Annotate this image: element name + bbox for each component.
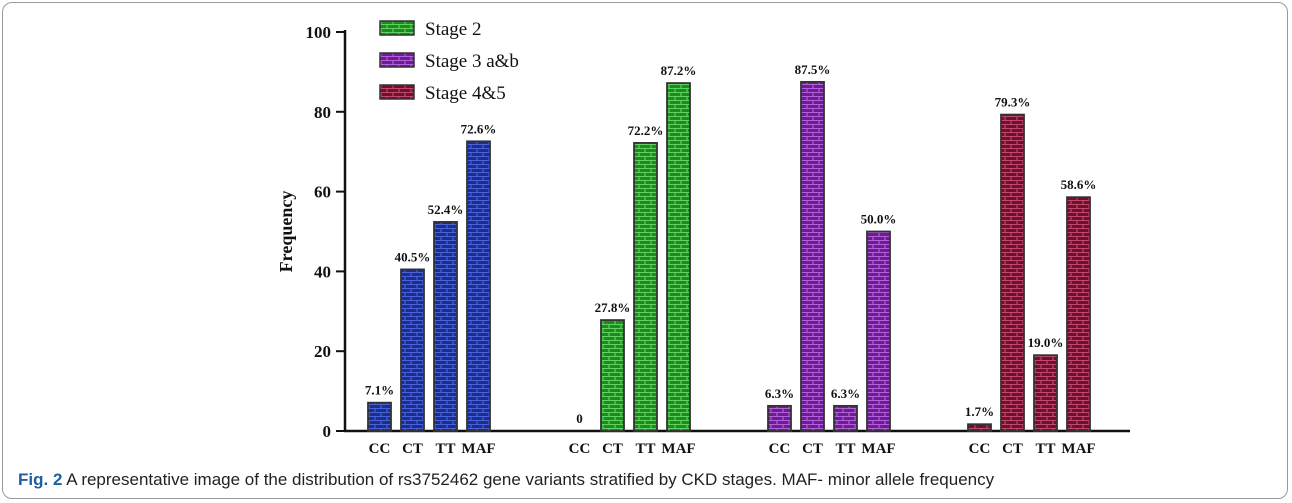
y-axis-title: Frequency [276,191,296,273]
data-label: 40.5% [395,249,431,264]
data-label: 87.2% [661,63,697,78]
x-tick-label: TT [635,441,655,457]
x-tick-label: MAF [461,441,495,457]
bar-maf [666,82,691,432]
data-label: 0 [576,411,583,426]
legend-label: Stage 4&5 [425,83,506,104]
figure-label: Fig. 2 [18,470,63,489]
caption-text: A representative image of the distributi… [62,470,995,489]
data-label: 52.4% [428,202,464,217]
data-label: 58.6% [1061,177,1097,192]
bar-tt [433,221,458,432]
x-tick-label: TT [435,441,455,457]
x-tick-label: CC [569,441,591,457]
bar-maf [466,140,491,432]
y-tick-label: 0 [323,422,332,441]
bar-ct [1000,113,1025,432]
data-label: 7.1% [365,383,394,398]
data-label: 19.0% [1028,335,1064,350]
legend-swatch [379,52,415,68]
data-label: 27.8% [595,300,631,315]
data-label: 87.5% [795,62,831,77]
x-tick-label: MAF [661,441,695,457]
data-label: 50.0% [861,212,897,227]
y-tick-label: 40 [314,262,331,281]
y-tick-label: 20 [314,342,331,361]
bar-cc [967,423,992,432]
bar-chart: 0 20 40 60 80 100 Frequency 7.1% CC 40.5% CT 52.4%… [276,19,1130,457]
legend-label: Stage 3 a&b [425,51,519,72]
bar-tt [1033,354,1058,432]
y-tick-label: 60 [314,183,331,202]
x-tick-label: CT [402,441,423,457]
data-label: 6.3% [765,386,794,401]
x-tick-label: CC [769,441,791,457]
x-tick-label: CT [602,441,623,457]
y-tick-label: 100 [306,23,332,42]
x-tick-label: TT [835,441,855,457]
bar-maf [1066,196,1091,432]
figure-caption: Fig. 2 A representative image of the dis… [18,470,1278,490]
bar-cc [767,404,792,432]
bar-tt [633,142,658,432]
legend-label: Stage 2 [425,19,481,40]
data-label: 79.3% [995,95,1031,110]
data-label: 72.2% [628,123,664,138]
bar-ct [800,80,825,432]
bar-tt [833,404,858,432]
bar-maf [866,230,891,432]
y-tick-label: 80 [314,103,331,122]
data-label: 1.7% [965,404,994,419]
bar-ct [600,319,625,432]
bar-cc [367,401,392,432]
x-tick-label: MAF [861,441,895,457]
legend-swatch [379,20,415,36]
data-label: 6.3% [831,386,860,401]
data-label: 72.6% [461,121,497,136]
x-tick-label: MAF [1061,441,1095,457]
x-tick-label: CC [969,441,991,457]
legend-swatch [379,84,415,100]
x-tick-label: TT [1035,441,1055,457]
x-tick-label: CT [802,441,823,457]
x-tick-label: CT [1002,441,1023,457]
bar-ct [400,268,425,432]
x-tick-label: CC [369,441,391,457]
